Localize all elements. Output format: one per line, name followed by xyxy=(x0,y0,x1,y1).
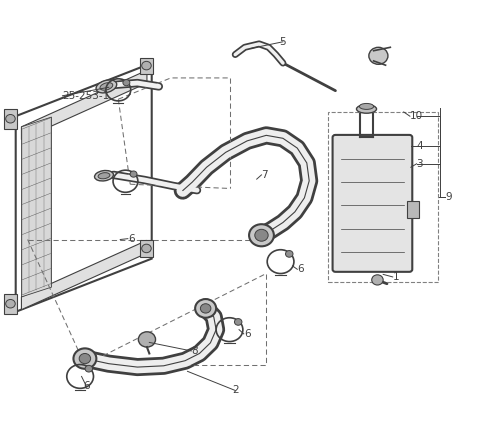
Bar xyxy=(4,109,17,129)
Ellipse shape xyxy=(360,104,373,110)
Circle shape xyxy=(130,171,137,177)
Text: 2: 2 xyxy=(232,386,239,395)
Polygon shape xyxy=(22,241,147,310)
Bar xyxy=(140,241,153,256)
Circle shape xyxy=(286,250,293,257)
Circle shape xyxy=(123,80,130,86)
FancyBboxPatch shape xyxy=(333,135,412,272)
Circle shape xyxy=(79,354,91,364)
Circle shape xyxy=(234,318,242,325)
Circle shape xyxy=(195,299,216,318)
Circle shape xyxy=(6,300,15,308)
Polygon shape xyxy=(22,70,147,140)
Bar xyxy=(407,201,419,218)
Circle shape xyxy=(138,332,156,347)
Circle shape xyxy=(73,348,96,369)
Text: 8: 8 xyxy=(192,346,198,356)
Text: 1: 1 xyxy=(393,272,399,282)
Text: 25-253-1: 25-253-1 xyxy=(62,91,110,101)
Text: 6: 6 xyxy=(244,329,251,339)
Ellipse shape xyxy=(100,83,113,90)
Ellipse shape xyxy=(98,172,110,179)
Ellipse shape xyxy=(357,105,376,113)
Bar xyxy=(4,294,17,314)
Circle shape xyxy=(369,48,388,64)
Bar xyxy=(140,57,153,74)
Circle shape xyxy=(372,275,383,285)
Ellipse shape xyxy=(95,170,113,181)
Bar xyxy=(328,112,438,282)
Circle shape xyxy=(249,224,274,247)
Text: 5: 5 xyxy=(280,37,286,47)
Ellipse shape xyxy=(96,80,117,93)
Text: 6: 6 xyxy=(128,234,134,244)
Text: 3: 3 xyxy=(417,159,423,169)
Circle shape xyxy=(85,366,93,372)
Text: 7: 7 xyxy=(262,170,268,180)
Text: 4: 4 xyxy=(417,141,423,151)
Circle shape xyxy=(255,229,268,241)
Circle shape xyxy=(142,244,151,253)
Polygon shape xyxy=(22,117,51,297)
Text: 6: 6 xyxy=(83,381,90,391)
Circle shape xyxy=(6,115,15,123)
Text: 6: 6 xyxy=(297,264,304,274)
Text: 10: 10 xyxy=(410,111,423,121)
Circle shape xyxy=(142,61,151,70)
Circle shape xyxy=(200,304,211,313)
Text: 9: 9 xyxy=(445,192,452,202)
